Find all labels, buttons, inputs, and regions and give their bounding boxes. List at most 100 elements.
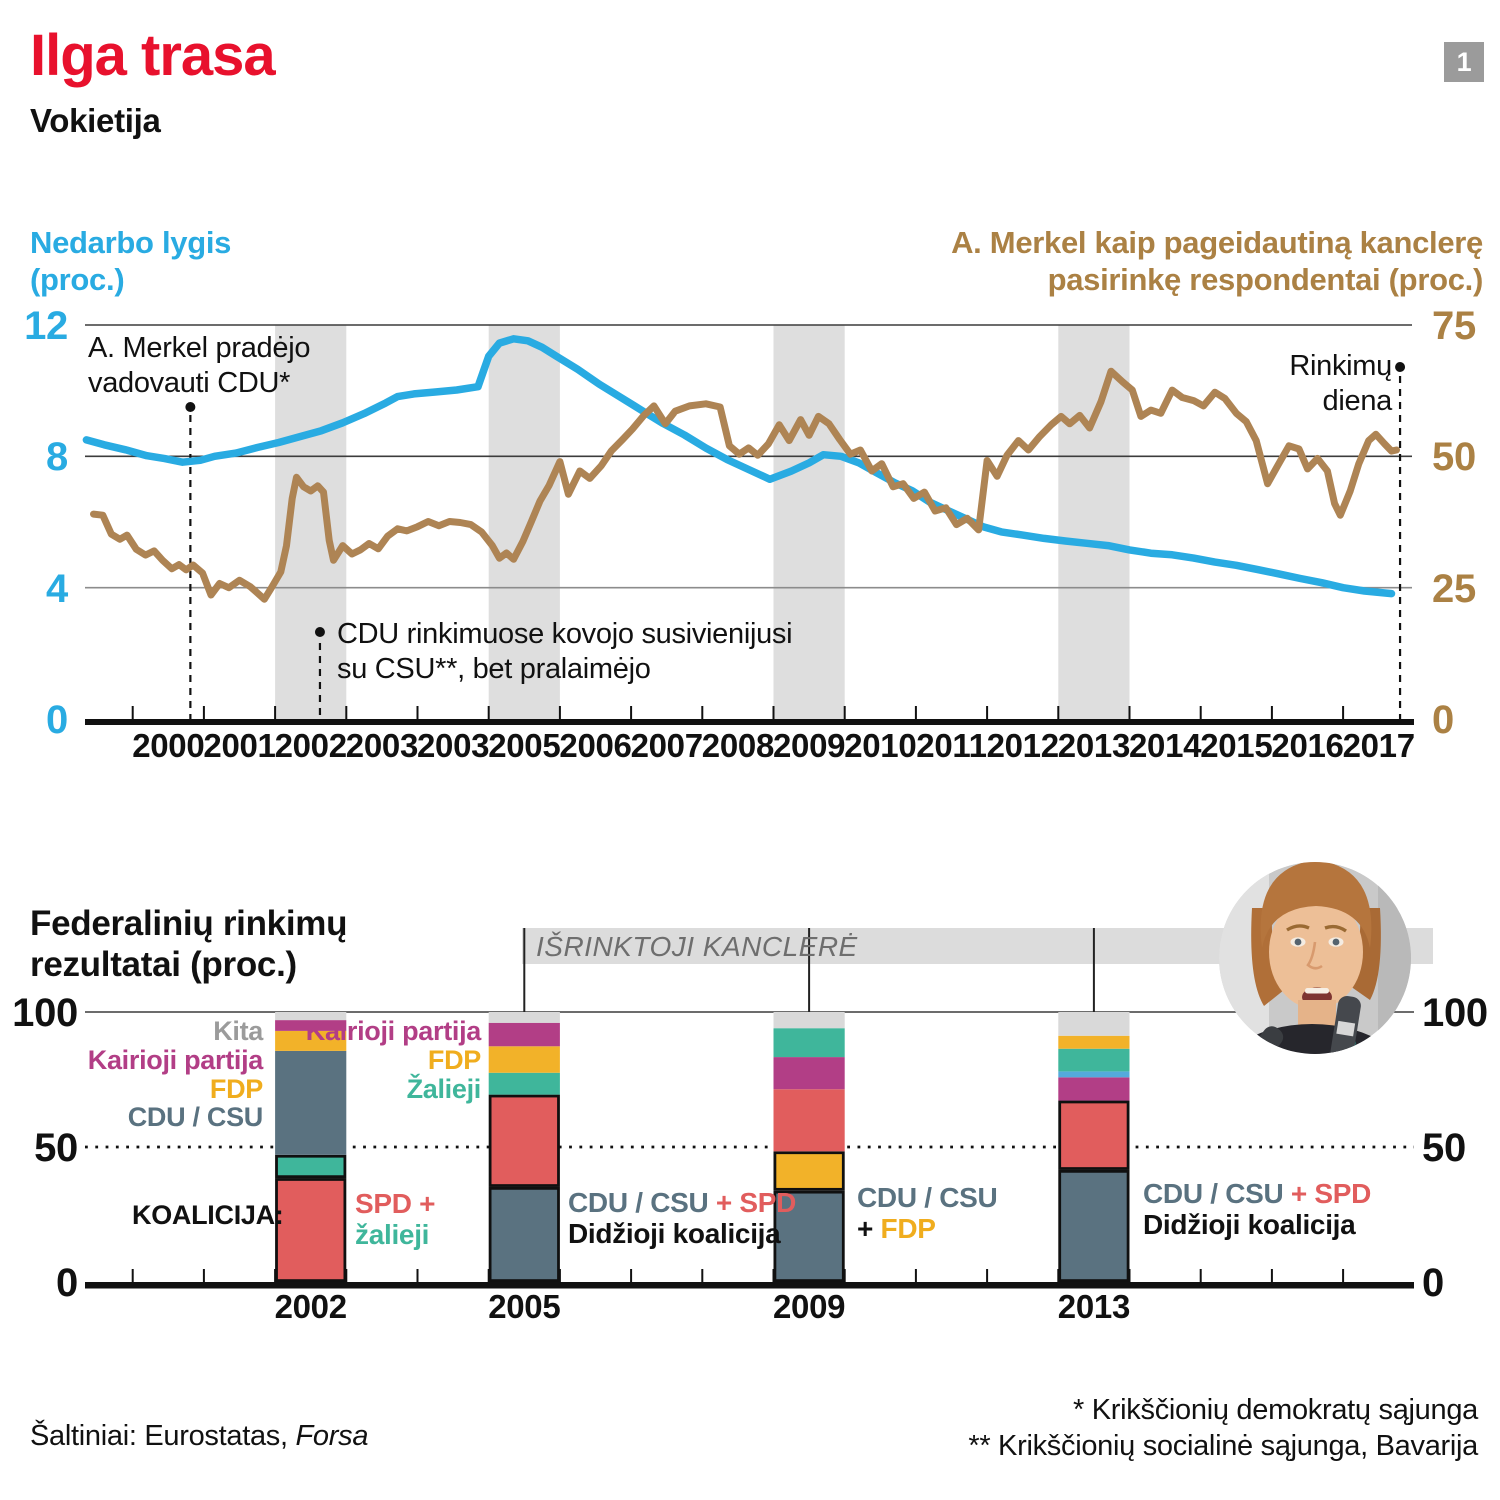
annotation-dot	[1395, 362, 1406, 372]
bar-year-label: 2009	[772, 1288, 846, 1325]
left-axis-title-line1: Nedarbo lygis	[30, 225, 232, 260]
legend-fdp: FDP	[209, 1074, 263, 1104]
bar-segment-2005	[488, 1046, 560, 1073]
right-axis-tick-label: 50	[1432, 435, 1476, 480]
bar-year-label: 2013	[1057, 1288, 1131, 1325]
bar-segment-2005	[488, 1022, 560, 1047]
bar-segment-2009	[773, 1089, 845, 1152]
bar-segment-2002	[275, 1030, 347, 1051]
x-axis-year-label: 2015	[1200, 727, 1273, 764]
coalition-2009-cdu: CDU / CSU	[857, 1182, 998, 1213]
x-axis-year-label: 2001	[203, 727, 276, 764]
bar-segment-2013	[1058, 1048, 1130, 1072]
x-axis-year-label: 2007	[630, 727, 704, 764]
bar-segment-2013	[1058, 1169, 1130, 1282]
coalition-2005-cdu: CDU / CSU	[568, 1187, 709, 1218]
eye-right	[1332, 938, 1340, 946]
coalition-label-2005: CDU / CSU + SPD Didžioji koalicija	[568, 1187, 796, 1249]
coalition-2005-line2: Didžioji koalicija	[568, 1218, 781, 1249]
election-year-band	[773, 325, 845, 719]
eye-left	[1294, 938, 1302, 946]
sources-forsa: Forsa	[295, 1420, 369, 1452]
coalition-2013-spd: + SPD	[1283, 1178, 1372, 1209]
annotation-line: CDU rinkimuose kovojo susivienijusi	[337, 618, 793, 650]
bar-left-tick-label: 0	[56, 1261, 78, 1305]
coalition-2002-line2: žalieji	[355, 1219, 430, 1250]
annotation-cdu-csu-2002: CDU rinkimuose kovojo susivienijusi su C…	[337, 617, 793, 687]
annotation-line: A. Merkel pradėjo	[88, 332, 311, 364]
x-axis-year-label: 2010	[844, 727, 917, 764]
footnote-csu: ** Krikščionių socialinė sąjunga, Bavari…	[968, 1430, 1478, 1462]
annotation-merkel-leads-cdu: A. Merkel pradėjo vadovauti CDU*	[88, 331, 310, 401]
coalition-label-2013: CDU / CSU + SPD Didžioji koalicija	[1143, 1178, 1371, 1240]
coalition-2013-line2: Didžioji koalicija	[1143, 1209, 1356, 1240]
hair-top	[1260, 862, 1372, 948]
x-axis-year-label: 2016	[1271, 727, 1344, 764]
x-axis-year-label: 2006	[559, 727, 632, 764]
bar-year-label: 2005	[488, 1288, 561, 1325]
coalition-caption: KOALICIJA:	[132, 1200, 284, 1230]
bar-year-label: 2002	[274, 1288, 348, 1325]
sources: Šaltiniai: Eurostatas, Forsa	[30, 1420, 368, 1453]
legend-kairioji-2005: Kairioji partija	[305, 1016, 482, 1046]
microphone-center	[1328, 995, 1361, 1054]
bar-segment-2002	[275, 1178, 347, 1282]
bar-segment-2009	[773, 1151, 845, 1191]
footnotes: * Krikščionių demokratų sąjunga ** Krikš…	[968, 1392, 1478, 1464]
bar-chart-title-line1: Federalinių rinkimų	[30, 904, 348, 943]
x-axis-year-label: 2013	[1057, 727, 1131, 764]
coalition-label-2009: CDU / CSU + FDP	[857, 1182, 998, 1244]
coalition-2013-cdu: CDU / CSU	[1143, 1178, 1284, 1209]
x-axis-year-label: 2000	[132, 727, 205, 764]
x-axis-year-label: 2003	[416, 727, 490, 764]
bar-segment-2005	[488, 1186, 560, 1282]
annotation-dot	[314, 627, 325, 637]
page-title: Ilga trasa	[30, 23, 276, 88]
election-year-band	[1058, 325, 1130, 719]
bar-segment-2002	[275, 1012, 347, 1021]
annotation-line: vadovauti CDU*	[88, 367, 291, 399]
legend-fdp-2005: FDP	[427, 1045, 481, 1075]
merkel-photo	[1219, 862, 1411, 1054]
bar-segment-2009	[773, 1012, 845, 1029]
nose	[1306, 941, 1323, 970]
x-axis-year-label: 2012	[986, 727, 1060, 764]
right-axis-tick-label: 25	[1432, 566, 1476, 611]
right-axis-title: A. Merkel kaip pageidautiną kanclerę pas…	[951, 224, 1483, 298]
coalition-label-2002: SPD + žalieji	[355, 1188, 436, 1250]
right-axis-tick-label: 0	[1432, 698, 1454, 742]
footnote-cdu: * Krikščionių demokratų sąjunga	[1073, 1394, 1478, 1426]
annotation-line: Rinkimų	[1289, 350, 1392, 382]
bar-right-tick-label: 100	[1422, 991, 1488, 1035]
x-axis-year-label: 2014	[1128, 727, 1202, 764]
bar-segment-2002	[275, 1050, 347, 1155]
bar-segment-2005	[488, 1012, 560, 1023]
elected-chancellor-band-label: IŠRINKTOJI KANCLERĖ	[536, 931, 858, 962]
unemployment-line	[82, 335, 1396, 598]
annotation-election-day: Rinkimų diena	[1289, 349, 1392, 419]
bar-segment-2013	[1058, 1077, 1130, 1101]
coalition-2005-spd: + SPD	[708, 1187, 797, 1218]
merkel-preference-line	[90, 367, 1400, 603]
sources-prefix: Šaltiniai: Eurostatas,	[30, 1420, 296, 1452]
bar-segment-2002	[275, 1154, 347, 1179]
election-year-band	[488, 325, 560, 719]
bar-axis-baseline	[85, 1282, 1414, 1289]
annotation-line: diena	[1322, 385, 1393, 417]
left-axis-tick-label: 4	[46, 566, 68, 611]
bar-segment-2009	[773, 1028, 845, 1058]
x-axis-year-label: 2005	[488, 727, 561, 764]
bar-right-tick-label: 0	[1422, 1261, 1444, 1305]
face	[1269, 895, 1363, 1009]
right-axis-title-line1: A. Merkel kaip pageidautiną kanclerę	[951, 225, 1483, 260]
legend-zalieji-2005: Žalieji	[406, 1074, 482, 1104]
bar-segment-2009	[773, 1190, 845, 1283]
page-subtitle: Vokietija	[30, 102, 161, 139]
bar-segment-2013	[1058, 1012, 1130, 1036]
bar-segment-2013	[1058, 1035, 1130, 1049]
bar-right-tick-label: 50	[1422, 1126, 1466, 1170]
coalition-2009-fdp: FDP	[880, 1213, 936, 1244]
bar-segment-2013	[1058, 1071, 1130, 1078]
